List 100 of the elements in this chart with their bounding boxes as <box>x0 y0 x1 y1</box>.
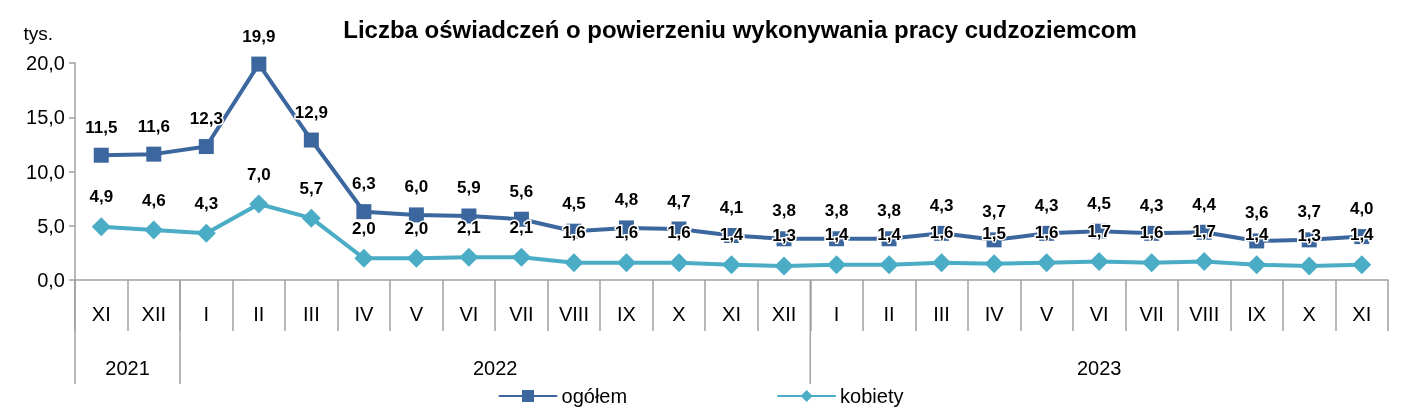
point <box>406 248 426 268</box>
x-tick-label: IX <box>617 303 636 325</box>
y-axis-title: tys. <box>23 23 53 44</box>
data-label: 1,3 <box>772 226 796 246</box>
data-label: 4,3 <box>194 193 219 213</box>
x-tick-label: XI <box>1352 303 1372 325</box>
text: 2021 <box>105 357 150 379</box>
point <box>303 132 319 148</box>
data-label: 4,8 <box>614 190 639 210</box>
legend-label: ogółem <box>561 385 628 407</box>
point <box>1142 253 1162 273</box>
data-label: 3,7 <box>1297 202 1322 222</box>
x-tick-label: XII <box>771 303 797 325</box>
data-label: 4,3 <box>1139 195 1164 215</box>
point <box>301 208 321 228</box>
data-label: 19,9 <box>242 26 276 46</box>
point <box>196 223 216 243</box>
x-tick-label: II <box>253 303 265 325</box>
legend-label: kobiety <box>840 385 904 407</box>
data-label: 4,1 <box>719 198 744 218</box>
point <box>93 147 109 163</box>
point <box>984 254 1004 274</box>
y-tick-label: 20,0 <box>26 52 65 74</box>
data-label: 1,6 <box>1034 223 1059 243</box>
y-tick-label: 10,0 <box>26 160 65 183</box>
point <box>408 207 424 223</box>
x-tick-label: X <box>672 303 686 325</box>
data-label: 1,7 <box>1192 222 1216 242</box>
point <box>249 194 269 214</box>
y-tick-label: 15,0 <box>26 106 65 129</box>
data-label: 1,4 <box>824 225 849 245</box>
data-label: 12,3 <box>189 109 223 129</box>
point <box>722 255 741 275</box>
data-label: 1,6 <box>1139 223 1164 243</box>
data-label: 1,6 <box>929 223 954 243</box>
data-label: 11,5 <box>85 117 118 137</box>
data-label: 1,3 <box>1297 226 1322 246</box>
point <box>1247 255 1267 275</box>
data-label: 12,9 <box>294 102 328 122</box>
point <box>198 139 214 155</box>
y-tick-label: 0,0 <box>37 269 65 291</box>
data-label: 2,0 <box>404 218 429 238</box>
point <box>459 247 479 267</box>
x-tick-label: I <box>203 303 210 325</box>
data-label: 4,3 <box>929 195 954 215</box>
x-tick-label: IX <box>1247 303 1267 325</box>
data-label: 4,3 <box>1034 195 1059 215</box>
data-label: 1,6 <box>614 223 639 243</box>
point <box>827 255 847 275</box>
x-tick-label: VII <box>1139 303 1164 325</box>
x-tick-label: XI <box>722 303 741 325</box>
data-label: 3,8 <box>877 201 901 221</box>
x-tick-label: VI <box>459 303 479 325</box>
data-label: 5,7 <box>299 178 324 198</box>
x-tick-label: I <box>833 303 840 325</box>
x-tick-label: II <box>883 303 895 325</box>
data-label: 11,6 <box>137 116 170 136</box>
x-tick-label: IV <box>984 303 1005 325</box>
data-label: 1,4 <box>719 225 744 245</box>
point <box>1037 253 1057 273</box>
x-tick-label: VIII <box>1189 303 1220 325</box>
chart-title: Liczba oświadczeń o powierzeniu wykonywania pracy cudzoziemcom <box>343 15 1137 43</box>
data-label: 3,6 <box>1244 203 1269 223</box>
x-tick-label: VII <box>509 303 534 325</box>
data-label: 4,4 <box>1192 194 1217 214</box>
data-label: 4,5 <box>562 193 586 213</box>
data-label: 4,5 <box>1087 193 1111 213</box>
x-tick-label: XII <box>141 303 167 325</box>
x-tick-label: V <box>409 303 424 325</box>
text: 2022 <box>472 357 518 379</box>
data-label: 5,6 <box>509 181 534 201</box>
point <box>669 253 689 273</box>
data-label: 5,9 <box>457 178 481 198</box>
data-label: 6,0 <box>404 177 429 197</box>
data-label: 6,3 <box>352 174 376 194</box>
x-tick-label: V <box>1039 303 1054 325</box>
point <box>1089 252 1109 272</box>
point <box>91 217 111 237</box>
data-label: 1,6 <box>562 223 586 243</box>
x-tick-label: VI <box>1089 303 1109 325</box>
data-label: 3,8 <box>772 201 796 221</box>
point <box>144 220 164 240</box>
point <box>616 253 636 273</box>
point <box>1352 255 1372 275</box>
point <box>251 56 267 72</box>
data-label: 4,0 <box>1349 199 1374 219</box>
data-label: 1,4 <box>1244 225 1270 245</box>
x-tick-label: XI <box>91 303 111 325</box>
data-label: 1,4 <box>877 225 902 245</box>
text: 2023 <box>1076 357 1122 379</box>
point <box>879 255 899 275</box>
point <box>356 204 372 220</box>
data-label: 4,7 <box>667 191 691 211</box>
point <box>354 248 374 268</box>
x-tick-label: III <box>303 303 320 325</box>
point <box>1299 256 1319 276</box>
data-label: 2,0 <box>352 218 376 238</box>
x-tick-label: VIII <box>558 303 589 325</box>
data-label: 4,9 <box>89 187 114 207</box>
point <box>774 256 794 276</box>
